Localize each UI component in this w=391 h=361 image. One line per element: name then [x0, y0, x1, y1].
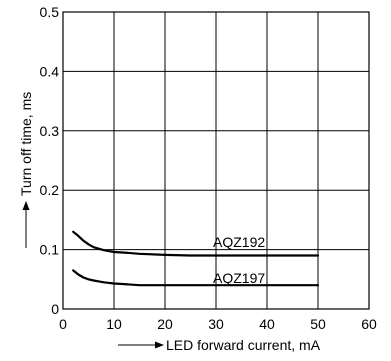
- y-tick-label: 0.5: [40, 4, 60, 20]
- y-axis-title-group: Turn off time, ms: [18, 92, 34, 248]
- y-tick-label: 0: [51, 301, 59, 317]
- x-axis-arrow-head: [155, 341, 164, 349]
- x-tick-label: 30: [208, 316, 224, 332]
- grid: [63, 12, 369, 309]
- plot-frame: [62, 11, 370, 310]
- y-tick-labels: 0 0.1 0.2 0.3 0.4 0.5: [40, 4, 60, 317]
- y-tick-label: 0.4: [40, 63, 60, 79]
- y-tick-label: 0.1: [40, 242, 60, 258]
- x-axis-title: LED forward current, mA: [166, 337, 321, 353]
- x-tick-labels: 0 10 20 30 40 50 60: [59, 316, 377, 332]
- y-tick-label: 0.3: [40, 123, 60, 139]
- series-layer: [72, 230, 320, 287]
- y-axis-arrow-head: [22, 201, 30, 210]
- y-tick-label: 0.2: [40, 182, 60, 198]
- series-line-aqz192: [72, 230, 320, 257]
- x-axis-title-group: LED forward current, mA: [118, 337, 321, 353]
- series-line-aqz197: [72, 269, 320, 287]
- series-label-aqz192: AQZ192: [213, 234, 265, 250]
- x-tick-label: 60: [361, 316, 377, 332]
- y-axis-title: Turn off time, ms: [18, 92, 34, 196]
- x-tick-label: 0: [59, 316, 67, 332]
- series-label-aqz197: AQZ197: [213, 270, 265, 286]
- x-tick-label: 20: [157, 316, 173, 332]
- x-tick-label: 10: [106, 316, 122, 332]
- x-tick-label: 50: [310, 316, 326, 332]
- x-tick-label: 40: [259, 316, 275, 332]
